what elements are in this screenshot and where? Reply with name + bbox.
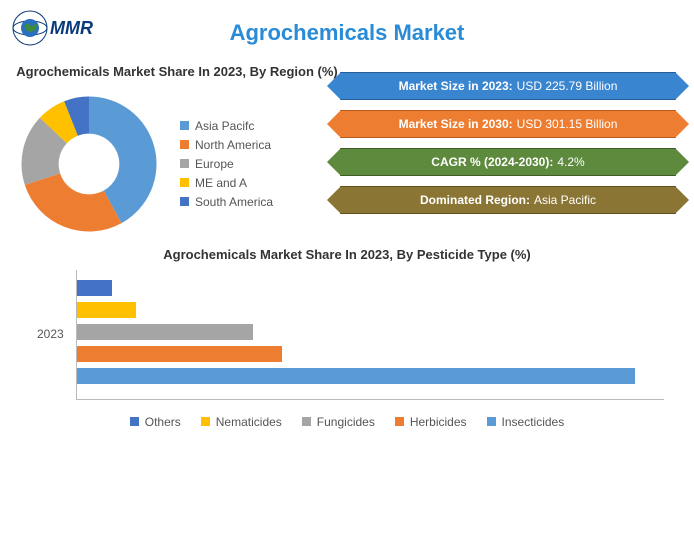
legend-swatch [180, 140, 189, 149]
page-title: Agrochemicals Market [0, 0, 694, 46]
hbar [77, 346, 282, 362]
bar-ylabel: 2023 [37, 327, 64, 341]
legend-swatch [201, 417, 210, 426]
legend-swatch [487, 417, 496, 426]
donut-slice [25, 173, 122, 231]
legend-label: Herbicides [410, 415, 467, 429]
legend-item: South America [180, 195, 273, 209]
legend-label: Asia Pacifc [195, 119, 254, 133]
legend-swatch [180, 178, 189, 187]
legend-label: North America [195, 138, 271, 152]
legend-label: Insecticides [502, 415, 565, 429]
hbar [77, 324, 253, 340]
legend-swatch [180, 121, 189, 130]
stats-block: Market Size in 2023: USD 225.79 BillionM… [340, 64, 694, 239]
legend-item: Europe [180, 157, 273, 171]
stat-label: Market Size in 2023: [399, 79, 513, 93]
stat-bar: Dominated Region: Asia Pacific [340, 186, 676, 214]
legend-item: ME and A [180, 176, 273, 190]
legend-item: Insecticides [487, 415, 565, 429]
legend-swatch [130, 417, 139, 426]
legend-label: Others [145, 415, 181, 429]
stat-value: USD 225.79 Billion [517, 79, 618, 93]
hbar [77, 302, 136, 318]
bar-legend: Others Nematicides Fungicides Herbicides Ins… [30, 410, 664, 434]
stat-bar: Market Size in 2030: USD 301.15 Billion [340, 110, 676, 138]
legend-swatch [180, 197, 189, 206]
legend-label: Europe [195, 157, 234, 171]
legend-swatch [302, 417, 311, 426]
donut-chart [14, 89, 164, 239]
legend-item: Fungicides [302, 415, 375, 429]
bar-chart-area: 2023 [76, 270, 664, 400]
stat-bar: CAGR % (2024-2030): 4.2% [340, 148, 676, 176]
legend-item: Nematicides [201, 415, 282, 429]
legend-swatch [180, 159, 189, 168]
stat-value: Asia Pacific [534, 193, 596, 207]
legend-label: ME and A [195, 176, 247, 190]
hbar [77, 368, 635, 384]
stat-value: 4.2% [557, 155, 584, 169]
logo: MMR [10, 8, 100, 53]
donut-chart-block: Agrochemicals Market Share In 2023, By R… [0, 64, 340, 239]
bar-chart-block: Agrochemicals Market Share In 2023, By P… [0, 247, 694, 434]
donut-title: Agrochemicals Market Share In 2023, By R… [14, 64, 340, 81]
bar-chart-title: Agrochemicals Market Share In 2023, By P… [30, 247, 664, 262]
stat-bar: Market Size in 2023: USD 225.79 Billion [340, 72, 676, 100]
legend-item: Asia Pacifc [180, 119, 273, 133]
stat-label: Dominated Region: [420, 193, 530, 207]
legend-label: South America [195, 195, 273, 209]
legend-label: Nematicides [216, 415, 282, 429]
legend-item: North America [180, 138, 273, 152]
legend-item: Herbicides [395, 415, 467, 429]
legend-label: Fungicides [317, 415, 375, 429]
legend-swatch [395, 417, 404, 426]
logo-text: MMR [50, 18, 93, 38]
stat-label: Market Size in 2030: [399, 117, 513, 131]
stat-label: CAGR % (2024-2030): [431, 155, 553, 169]
stat-value: USD 301.15 Billion [517, 117, 618, 131]
legend-item: Others [130, 415, 181, 429]
donut-legend: Asia Pacifc North America Europe ME and A So… [180, 114, 273, 214]
hbar [77, 280, 112, 296]
